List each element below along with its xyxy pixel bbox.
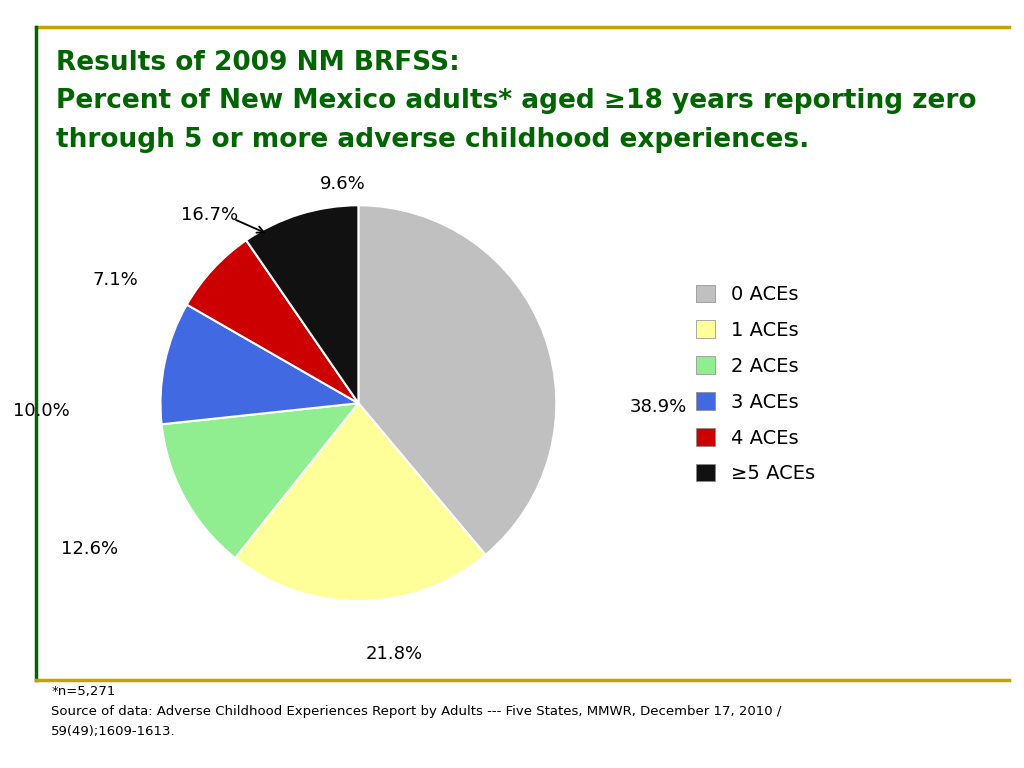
Text: 7.1%: 7.1% [92, 271, 138, 290]
Text: 59(49);1609-1613.: 59(49);1609-1613. [51, 725, 176, 738]
Text: *n=5,271: *n=5,271 [51, 685, 116, 698]
Wedge shape [161, 305, 358, 424]
Wedge shape [162, 403, 358, 558]
Text: Results of 2009 NM BRFSS:: Results of 2009 NM BRFSS: [56, 50, 460, 76]
Text: 16.7%: 16.7% [181, 206, 239, 224]
Text: 10.0%: 10.0% [13, 402, 70, 420]
Wedge shape [358, 205, 556, 555]
Wedge shape [186, 240, 358, 403]
Text: 9.6%: 9.6% [321, 175, 366, 194]
Wedge shape [236, 403, 485, 601]
Text: 21.8%: 21.8% [366, 645, 423, 664]
Wedge shape [246, 205, 358, 403]
Text: Source of data: Adverse Childhood Experiences Report by Adults --- Five States, : Source of data: Adverse Childhood Experi… [51, 705, 781, 718]
Text: 12.6%: 12.6% [60, 540, 118, 558]
Text: through 5 or more adverse childhood experiences.: through 5 or more adverse childhood expe… [56, 127, 810, 153]
Legend: 0 ACEs, 1 ACEs, 2 ACEs, 3 ACEs, 4 ACEs, ≥5 ACEs: 0 ACEs, 1 ACEs, 2 ACEs, 3 ACEs, 4 ACEs, … [695, 285, 815, 483]
Text: 38.9%: 38.9% [630, 398, 687, 416]
Text: Percent of New Mexico adults* aged ≥18 years reporting zero: Percent of New Mexico adults* aged ≥18 y… [56, 88, 977, 114]
